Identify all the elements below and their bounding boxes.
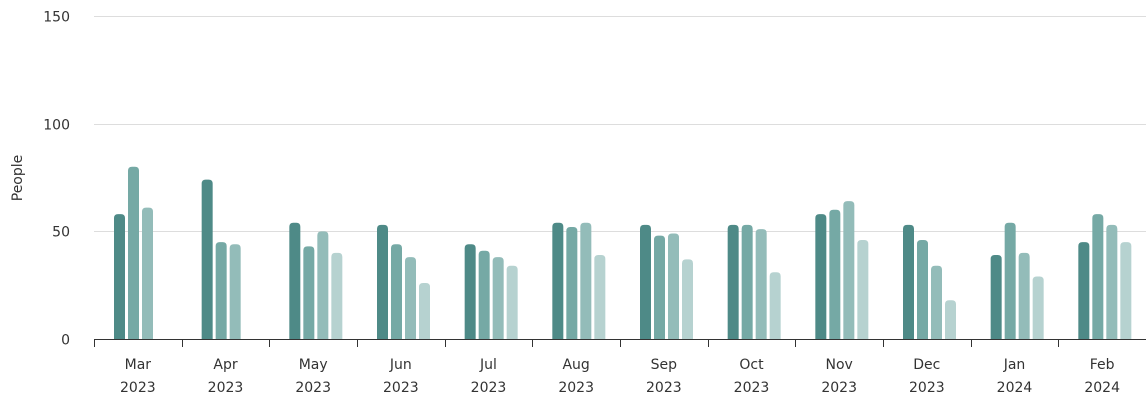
x-tick-label-year: 2023 — [208, 380, 244, 396]
y-axis-ticks: 0 50 100 150 — [43, 10, 70, 349]
bar-series-2-oct — [741, 224, 753, 339]
bar-series-3-aug — [580, 222, 592, 339]
y-axis-title: People — [10, 155, 26, 202]
y-tick-label: 100 — [43, 118, 70, 134]
bar-series-2-may — [303, 246, 315, 339]
bar-series-1-apr — [201, 179, 213, 339]
x-tick-label-year: 2024 — [997, 380, 1033, 396]
bar-series-1-nov — [815, 214, 827, 339]
bar-series-1-oct — [727, 224, 739, 339]
bar-series-4-nov — [857, 239, 869, 339]
bar-series-3-jun — [405, 257, 416, 339]
grid-lines — [94, 16, 1146, 232]
bar-series-2-dec — [917, 239, 928, 339]
x-tick-label-year: 2023 — [295, 380, 331, 396]
y-tick-label: 0 — [61, 333, 70, 349]
bar-series-4-jul — [506, 265, 518, 339]
bar-series-4-feb — [1120, 242, 1132, 339]
x-tick-label-month: Dec — [913, 357, 940, 373]
bar-series-1-dec — [903, 224, 914, 339]
bar-series-2-sep — [654, 235, 665, 339]
bar-series-2-feb — [1092, 214, 1104, 339]
bar-series-1-mar — [114, 214, 125, 339]
bar-series-3-sep — [668, 233, 679, 339]
bar-series-3-feb — [1106, 224, 1118, 339]
bar-series-1-jan — [990, 255, 1002, 339]
x-tick-label-year: 2023 — [558, 380, 594, 396]
x-tick-label-month: Jul — [479, 357, 497, 373]
bar-series-1-jul — [464, 244, 476, 339]
bar-series-2-nov — [829, 209, 841, 339]
x-tick-label-year: 2023 — [646, 380, 682, 396]
bar-series-1-sep — [640, 224, 651, 339]
x-tick-label-year: 2024 — [1084, 380, 1120, 396]
x-axis-ticks: Mar 2023 Apr 2023 May 2023 Jun 2023 Jul 2023 Aug 20… — [94, 339, 1120, 396]
bar-series-1-jun — [377, 224, 388, 339]
x-tick-label-month: Apr — [213, 357, 237, 373]
bar-series-3-may — [317, 231, 329, 339]
x-tick-label-month: May — [299, 357, 328, 373]
y-tick-label: 150 — [43, 10, 70, 26]
bar-series-4-oct — [769, 272, 781, 339]
bar-series-2-jun — [391, 244, 402, 339]
bar-series-2-apr — [215, 242, 227, 339]
x-tick-label-month: Mar — [125, 357, 152, 373]
bar-series-1-feb — [1078, 242, 1090, 339]
bar-series-4-aug — [594, 255, 606, 339]
bar-series-3-dec — [931, 265, 942, 339]
bar-series-4-may — [331, 252, 343, 339]
x-tick-label-month: Oct — [739, 357, 764, 373]
bar-series-3-oct — [755, 229, 767, 339]
bar-series-2-mar — [128, 166, 139, 339]
bar-series-4-dec — [945, 300, 956, 339]
bars — [114, 166, 1132, 339]
bar-series-1-aug — [552, 222, 564, 339]
bar-series-4-sep — [682, 259, 693, 339]
bar-series-4-jun — [419, 283, 430, 339]
x-tick-label-year: 2023 — [909, 380, 945, 396]
x-tick-label-year: 2023 — [471, 380, 507, 396]
x-tick-label-year: 2023 — [821, 380, 857, 396]
x-tick-label-month: Feb — [1090, 357, 1115, 373]
bar-series-4-jan — [1032, 276, 1044, 339]
bar-series-2-aug — [566, 227, 578, 339]
y-tick-label: 50 — [52, 225, 70, 241]
bar-series-3-apr — [229, 244, 241, 339]
bar-series-3-nov — [843, 201, 855, 339]
bar-series-2-jan — [1004, 222, 1016, 339]
bar-series-2-jul — [478, 250, 490, 339]
x-tick-label-year: 2023 — [734, 380, 770, 396]
x-tick-label-month: Jun — [389, 357, 412, 373]
bar-series-3-jul — [492, 257, 504, 339]
bar-series-1-may — [289, 222, 301, 339]
bar-series-3-jan — [1018, 252, 1030, 339]
x-tick-label-month: Aug — [562, 357, 589, 373]
x-tick-label-month: Nov — [826, 357, 853, 373]
x-tick-label-year: 2023 — [120, 380, 156, 396]
x-tick-label-year: 2023 — [383, 380, 419, 396]
bar-series-3-mar — [142, 207, 153, 339]
x-tick-label-month: Sep — [651, 357, 678, 373]
x-tick-label-month: Jan — [1003, 357, 1026, 373]
